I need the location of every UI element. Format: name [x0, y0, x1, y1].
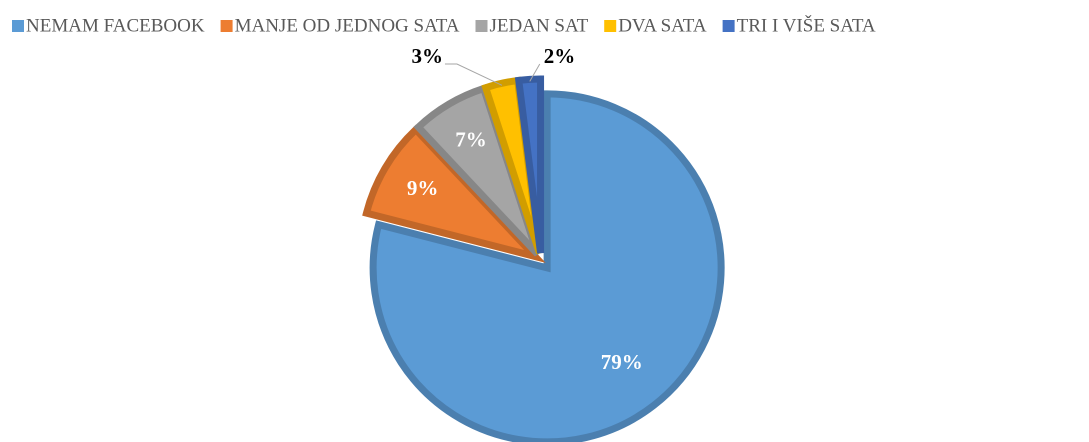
legend-label: JEDAN SAT [490, 15, 589, 36]
legend-label: DVA SATA [618, 15, 707, 36]
data-label: 79% [601, 350, 643, 374]
leader-line [444, 63, 503, 86]
data-label: 7% [455, 127, 487, 151]
data-label: 3% [411, 44, 443, 68]
legend-swatch [722, 20, 735, 32]
legend-label: NEMAM FACEBOOK [26, 15, 205, 36]
legend-swatch [604, 20, 617, 32]
leader-line [529, 63, 541, 82]
legend-swatch [475, 20, 488, 32]
legend-label: TRI I VIŠE SATA [737, 14, 876, 36]
legend-label: MANJE OD JEDNOG SATA [235, 15, 460, 36]
pie-slice [514, 75, 545, 254]
legend-swatch [12, 20, 24, 32]
data-label: 9% [407, 176, 439, 200]
pie-slice [369, 90, 725, 442]
data-label: 2% [544, 44, 576, 68]
pie-slice [362, 124, 546, 263]
legend-swatch [220, 20, 233, 32]
